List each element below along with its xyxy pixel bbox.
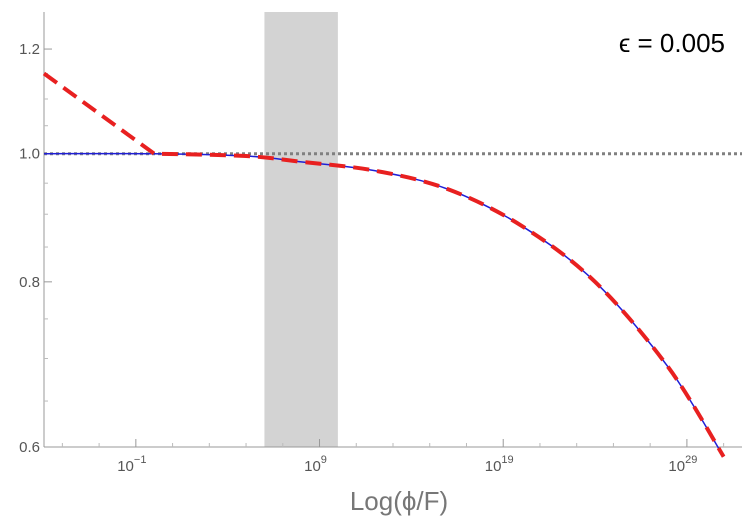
shaded-band <box>264 12 338 447</box>
epsilon-annotation: ϵ = 0.005 <box>619 28 725 58</box>
y-tick-label: 1.0 <box>19 146 40 163</box>
series-group <box>42 71 726 458</box>
series-dashed-line <box>42 71 726 458</box>
y-tick-label: 1.2 <box>19 41 40 58</box>
x-tick-label: 109 <box>304 454 327 475</box>
x-tick-label: 1029 <box>668 454 697 475</box>
y-tick-label: 0.8 <box>19 274 40 291</box>
x-axis-label: Log(ϕ/F) <box>350 486 448 516</box>
series-solid-line <box>43 152 725 458</box>
axes: 0.6 0.8 1.0 1.2 10−1 109 1019 1029 <box>19 12 742 475</box>
x-tick-label: 10−1 <box>117 454 146 475</box>
x-tick-label: 1019 <box>485 454 514 475</box>
y-tick-label: 0.6 <box>19 439 40 456</box>
